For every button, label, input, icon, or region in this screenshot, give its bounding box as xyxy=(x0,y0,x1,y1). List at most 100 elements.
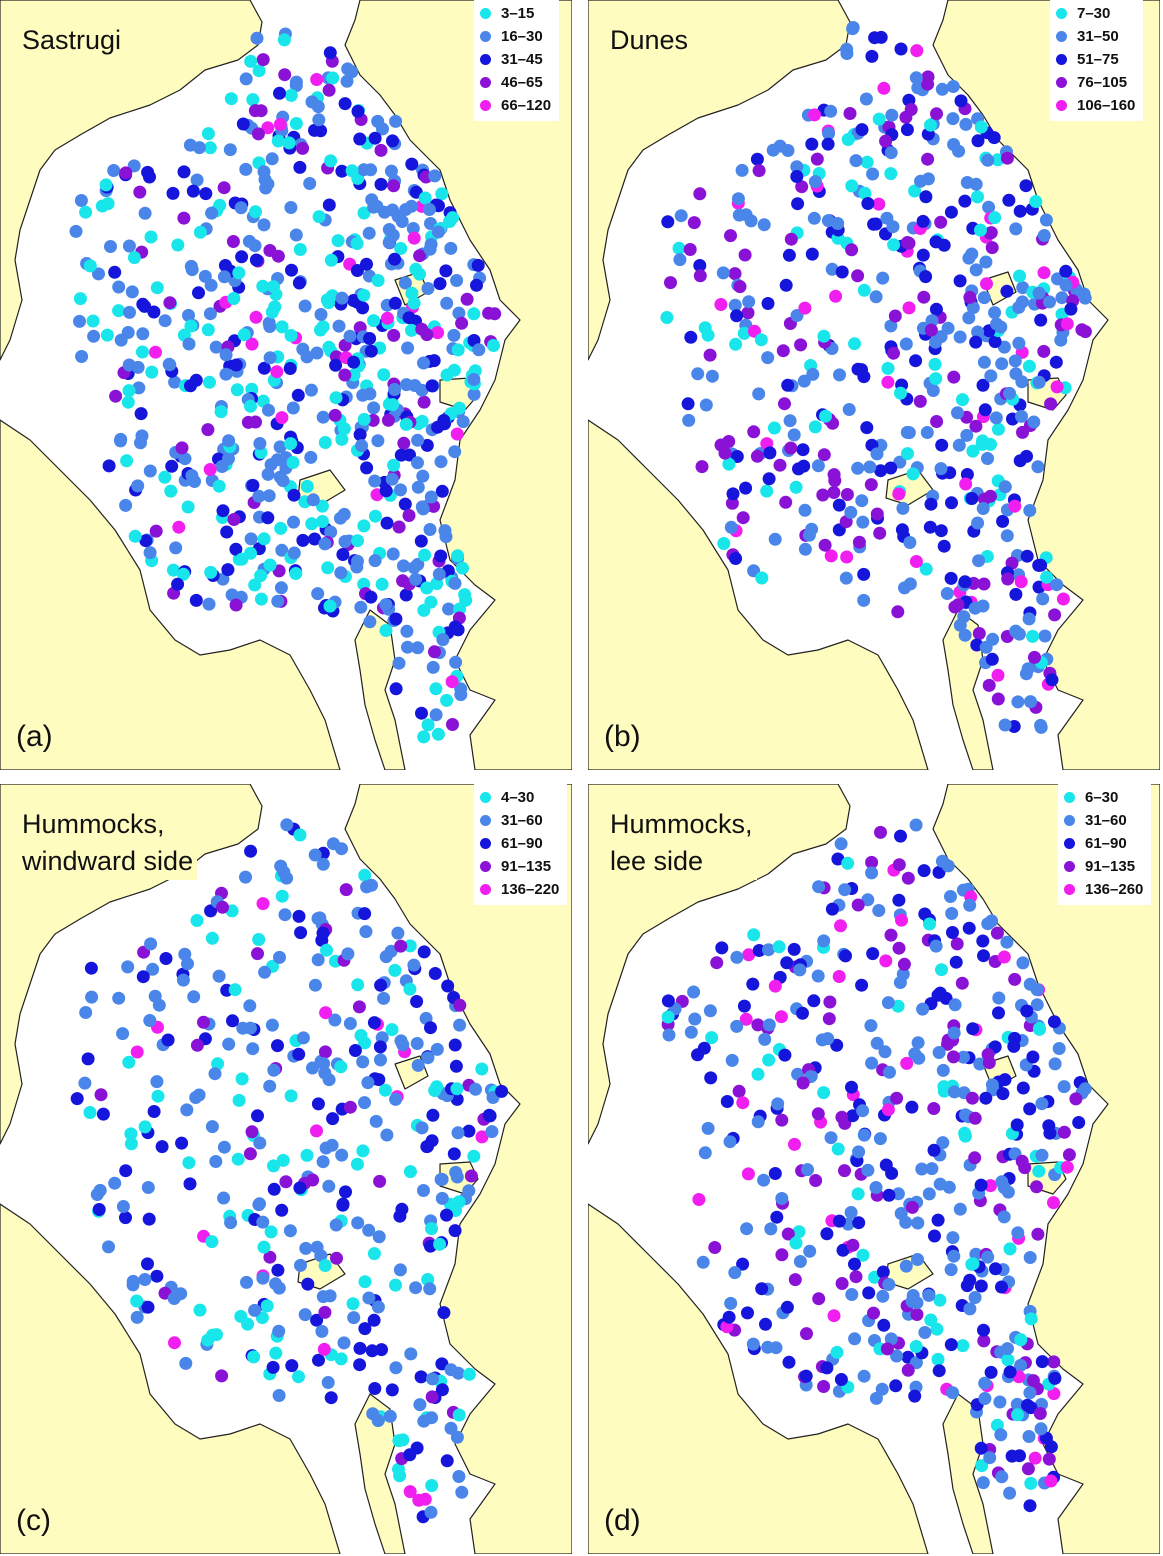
observation-dot xyxy=(1023,1251,1037,1264)
observation-dot xyxy=(762,1018,776,1032)
observation-dot xyxy=(949,955,963,969)
observation-dot xyxy=(838,883,852,897)
legend-dot xyxy=(1056,8,1067,19)
observation-dot xyxy=(746,977,760,991)
observation-dot xyxy=(977,355,991,369)
observation-dot xyxy=(971,325,985,339)
observation-dot xyxy=(935,82,949,96)
legend-dot xyxy=(480,792,491,803)
observation-dot xyxy=(974,1279,988,1293)
observation-dot xyxy=(448,620,462,634)
legend-label: 7–30 xyxy=(1077,5,1111,22)
observation-dot xyxy=(138,299,152,313)
observation-dot xyxy=(318,537,332,551)
observation-dot xyxy=(398,276,412,290)
observation-dot xyxy=(1009,624,1023,638)
observation-dot xyxy=(913,394,927,408)
observation-dot xyxy=(183,1177,197,1191)
observation-dot xyxy=(102,1240,115,1254)
observation-dot xyxy=(981,153,995,167)
observation-dot xyxy=(1024,695,1037,709)
observation-dot xyxy=(399,378,413,392)
observation-dot xyxy=(944,205,958,219)
legend-label: 106–160 xyxy=(1077,97,1136,114)
observation-dot xyxy=(150,1269,164,1283)
observation-dot xyxy=(392,656,406,670)
observation-dot xyxy=(953,1202,967,1216)
observation-dot xyxy=(437,1306,451,1320)
observation-dot xyxy=(846,21,860,34)
observation-dot xyxy=(263,1079,277,1093)
observation-dot xyxy=(387,328,401,342)
observation-dot xyxy=(397,436,411,450)
observation-dot xyxy=(286,401,300,415)
observation-dot xyxy=(143,1014,157,1027)
observation-dot xyxy=(367,1313,381,1327)
observation-dot xyxy=(823,995,837,1009)
observation-dot xyxy=(262,403,275,417)
observation-dot xyxy=(808,420,822,434)
observation-dot xyxy=(984,1179,997,1193)
observation-dot xyxy=(824,1131,838,1145)
observation-dot xyxy=(475,1062,489,1076)
observation-dot xyxy=(271,1263,285,1277)
observation-dot xyxy=(1011,1408,1024,1422)
observation-dot xyxy=(268,300,282,314)
observation-dot xyxy=(411,641,425,655)
observation-dot xyxy=(119,1164,133,1178)
observation-dot xyxy=(356,1055,370,1069)
observation-dot xyxy=(724,520,738,534)
observation-dot xyxy=(298,299,312,313)
observation-dot xyxy=(729,552,743,565)
observation-dot xyxy=(817,1380,831,1393)
observation-dot xyxy=(405,157,419,171)
observation-dot xyxy=(730,309,744,323)
observation-dot xyxy=(396,1433,410,1447)
observation-dot xyxy=(248,239,262,253)
observation-dot xyxy=(981,1250,995,1264)
observation-dot xyxy=(450,427,464,441)
observation-dot xyxy=(736,1096,750,1110)
observation-dot xyxy=(205,206,219,220)
observation-dot xyxy=(789,1236,803,1250)
observation-dot xyxy=(487,339,500,352)
observation-dot xyxy=(362,1223,376,1237)
observation-dot xyxy=(865,855,879,869)
observation-dot xyxy=(835,265,849,279)
observation-dot xyxy=(353,1358,367,1372)
observation-dot xyxy=(232,1093,246,1107)
observation-dot xyxy=(253,1136,267,1150)
observation-dot xyxy=(182,1156,196,1170)
observation-dot xyxy=(383,1409,397,1423)
observation-dot xyxy=(990,317,1004,331)
observation-dot xyxy=(969,335,983,349)
observation-dot xyxy=(448,576,462,590)
observation-dot xyxy=(257,1240,271,1254)
observation-dot xyxy=(983,1451,997,1465)
observation-dot xyxy=(123,305,136,319)
observation-dot xyxy=(1077,287,1091,301)
observation-dot xyxy=(934,524,948,538)
legend-item: 106–160 xyxy=(1056,94,1135,117)
observation-dot xyxy=(434,1173,448,1186)
observation-dot xyxy=(421,282,435,295)
observation-dot xyxy=(856,1104,870,1118)
observation-dot xyxy=(984,489,997,503)
observation-dot xyxy=(870,1036,884,1050)
observation-dot xyxy=(314,1249,328,1263)
observation-dot xyxy=(247,1350,261,1364)
observation-dot xyxy=(905,1200,919,1214)
observation-dot xyxy=(261,121,275,135)
observation-dot xyxy=(843,107,857,120)
observation-dot xyxy=(857,1128,871,1142)
observation-dot xyxy=(930,415,944,428)
observation-dot xyxy=(222,1037,236,1051)
observation-dot xyxy=(306,1061,319,1075)
observation-dot xyxy=(991,668,1005,682)
observation-dot xyxy=(298,1308,312,1322)
observation-dot xyxy=(881,375,895,389)
observation-dot xyxy=(350,1157,364,1171)
observation-dot xyxy=(884,146,898,160)
observation-dot xyxy=(369,1114,383,1128)
observation-dot xyxy=(918,1326,932,1339)
